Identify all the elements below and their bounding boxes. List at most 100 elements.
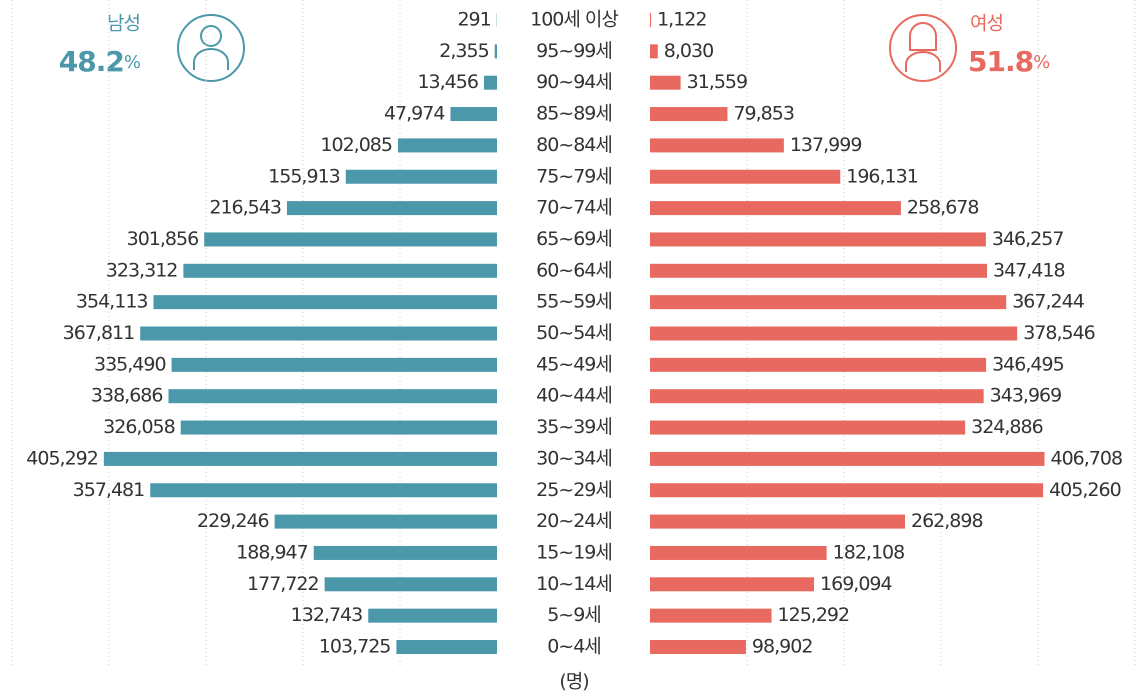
unit-label: (명) [559, 671, 588, 693]
category-label: 65~69세 [536, 228, 612, 250]
bar [494, 44, 497, 59]
value-label: 2,355 [439, 40, 488, 62]
value-label: 335,490 [94, 353, 166, 375]
value-label: 346,257 [992, 228, 1064, 250]
value-label: 378,546 [1023, 322, 1095, 344]
category-label: 25~29세 [536, 479, 612, 501]
bar [650, 295, 1007, 310]
bar [396, 640, 497, 654]
value-label: 137,999 [790, 134, 862, 156]
bar [103, 451, 497, 466]
bar [650, 232, 986, 247]
value-label: 132,743 [291, 604, 363, 626]
category-label: 75~79세 [536, 165, 612, 187]
value-label: 357,481 [73, 479, 145, 501]
category-label: 90~94세 [536, 71, 612, 93]
share-male: 48.2% [59, 45, 141, 78]
bar [650, 326, 1018, 341]
bar [180, 420, 497, 435]
value-label: 262,898 [911, 510, 983, 532]
category-label: 55~59세 [536, 291, 612, 313]
value-label: 79,853 [733, 103, 793, 125]
value-label: 347,418 [993, 259, 1065, 281]
value-label: 367,811 [63, 322, 135, 344]
bar [650, 514, 906, 529]
value-label: 405,260 [1049, 479, 1121, 501]
category-label: 0~4세 [547, 636, 601, 658]
value-label: 323,312 [106, 259, 178, 281]
value-label: 13,456 [417, 71, 477, 93]
bar [650, 138, 784, 153]
bar [650, 13, 652, 27]
value-label: 406,708 [1051, 447, 1123, 469]
category-label: 45~49세 [536, 353, 612, 375]
value-label: 169,094 [820, 573, 892, 595]
value-label: 188,947 [236, 541, 308, 563]
bar [204, 232, 497, 247]
value-label: 216,543 [209, 197, 281, 219]
category-label: 15~19세 [536, 541, 612, 563]
value-label: 326,058 [103, 416, 175, 438]
bar [150, 483, 498, 498]
bar [650, 483, 1044, 498]
bar [368, 608, 497, 623]
bar [650, 577, 815, 592]
category-label: 85~89세 [536, 103, 612, 125]
bar [650, 545, 827, 560]
bar [650, 263, 987, 278]
bar [274, 514, 497, 529]
bar [168, 389, 497, 404]
bar [483, 75, 497, 90]
share-unit: % [124, 52, 141, 73]
value-label: 102,085 [320, 134, 392, 156]
bar [397, 138, 497, 153]
category-label: 10~14세 [536, 573, 612, 595]
bar [345, 169, 497, 184]
bar [650, 75, 681, 90]
legend-male: 남성 [107, 13, 140, 35]
share-unit: % [1033, 52, 1050, 73]
value-label: 196,131 [846, 165, 918, 187]
value-label: 1,122 [657, 9, 706, 31]
value-label: 155,913 [268, 165, 340, 187]
bar [650, 201, 901, 216]
category-label: 5~9세 [547, 604, 601, 626]
value-label: 103,725 [319, 636, 391, 658]
value-label: 301,856 [127, 228, 199, 250]
category-label: 70~74세 [536, 197, 612, 219]
value-label: 31,559 [687, 71, 747, 93]
category-label: 50~54세 [536, 322, 612, 344]
value-label: 229,246 [197, 510, 269, 532]
category-label: 35~39세 [536, 416, 612, 438]
value-label: 177,722 [247, 573, 319, 595]
bar [140, 326, 497, 341]
category-label: 30~34세 [536, 447, 612, 469]
bar [650, 451, 1045, 466]
male-icon [177, 14, 245, 82]
category-label: 60~64세 [536, 259, 612, 281]
bar [650, 169, 841, 184]
value-label: 343,969 [990, 385, 1062, 407]
bar [450, 107, 497, 122]
bar [650, 389, 984, 404]
category-label: 40~44세 [536, 385, 612, 407]
legend-female: 여성 [970, 13, 1003, 35]
value-label: 98,902 [752, 636, 812, 658]
bar [171, 357, 497, 372]
value-label: 338,686 [91, 385, 163, 407]
value-label: 346,495 [992, 353, 1064, 375]
bar [313, 545, 497, 560]
bar [324, 577, 497, 592]
value-label: 125,292 [778, 604, 850, 626]
bar [286, 201, 497, 216]
share-value: 48.2 [59, 45, 124, 78]
female-icon [889, 14, 957, 82]
value-label: 258,678 [907, 197, 979, 219]
bar [650, 44, 658, 59]
bar [650, 357, 987, 372]
value-label: 182,108 [833, 541, 905, 563]
value-label: 291 [457, 9, 490, 31]
category-label: 80~84세 [536, 134, 612, 156]
value-label: 367,244 [1012, 291, 1084, 313]
